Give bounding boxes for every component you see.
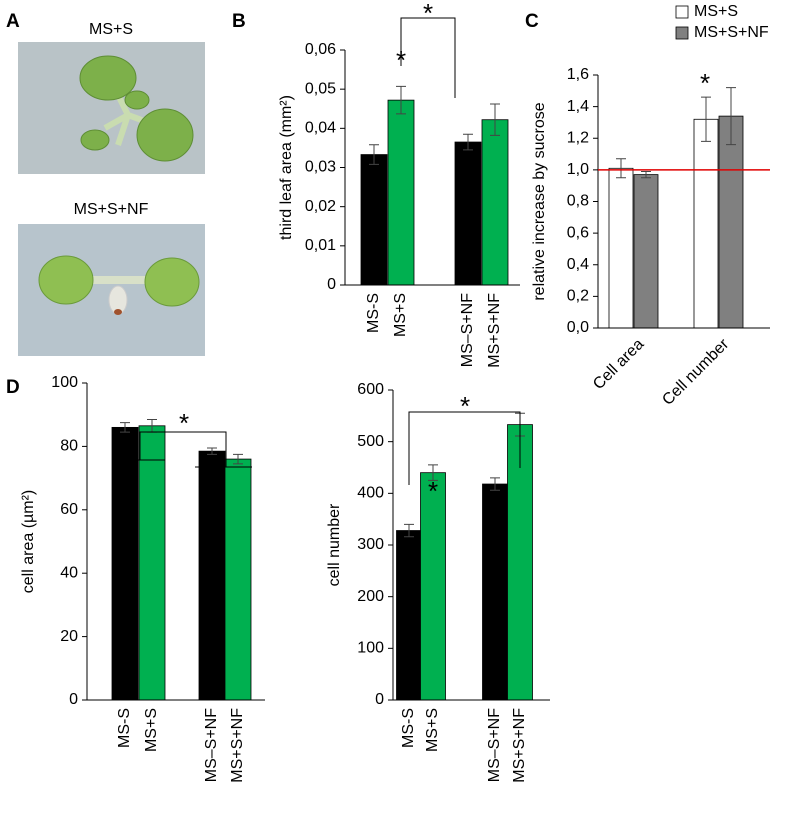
- significance-star: *: [700, 68, 710, 98]
- y-tick-label: 200: [357, 588, 384, 605]
- photo-label: MS+S+NF: [74, 201, 149, 218]
- legend-label: MS+S: [694, 3, 738, 20]
- x-tick-label: Cell number: [659, 335, 733, 409]
- y-tick-label: 100: [357, 640, 384, 657]
- x-tick-label: MS+S: [392, 293, 409, 337]
- y-tick-label: 400: [357, 485, 384, 502]
- error-bar: [207, 447, 217, 455]
- bar: [633, 174, 659, 329]
- error-bar: [726, 87, 736, 146]
- x-tick-label: MS–S+NF: [459, 293, 476, 367]
- y-axis-title: cell area (µm²): [20, 490, 37, 593]
- error-bar: [701, 96, 711, 142]
- legend-label: MS+S+NF: [694, 24, 769, 41]
- bar: [396, 530, 422, 701]
- bar: [138, 425, 166, 701]
- error-bar: [616, 158, 626, 179]
- y-tick-label: 0,0: [567, 319, 589, 336]
- significance-bracket: [400, 17, 456, 98]
- panel-label: C: [525, 11, 539, 32]
- x-tick-label: MS–S+NF: [203, 708, 220, 782]
- y-tick-label: 1,0: [567, 161, 589, 178]
- y-tick-label: 0,02: [305, 198, 336, 215]
- x-tick-label: Cell area: [590, 336, 647, 393]
- bar: [360, 154, 388, 286]
- x-tick-label: MS–S+NF: [486, 708, 503, 782]
- y-axis-title: relative increase by sucrose: [531, 102, 548, 300]
- error-bar: [463, 133, 473, 151]
- y-tick-label: 0,2: [567, 288, 589, 305]
- bar: [387, 99, 415, 286]
- bar: [693, 118, 719, 329]
- error-bar: [641, 170, 651, 179]
- y-tick-label: 40: [60, 564, 78, 581]
- significance-star: *: [396, 45, 406, 75]
- y-axis-title: third leaf area (mm²): [278, 95, 295, 240]
- legend-swatch: [675, 26, 689, 40]
- x-tick-label: MS+S+NF: [486, 293, 503, 368]
- y-tick-label: 0,4: [567, 256, 589, 273]
- significance-bracket: [408, 411, 521, 485]
- significance-star: *: [179, 408, 189, 438]
- error-bar: [490, 103, 500, 136]
- y-tick-label: 600: [357, 381, 384, 398]
- y-tick-label: 1,4: [567, 98, 589, 115]
- y-tick-label: 0,03: [305, 159, 336, 176]
- bar: [111, 426, 139, 701]
- bar: [224, 458, 252, 701]
- error-bar: [396, 85, 406, 115]
- legend-swatch: [675, 5, 689, 19]
- photo-label: MS+S: [89, 21, 133, 38]
- panel-label: B: [232, 11, 246, 32]
- bar: [482, 483, 508, 701]
- y-tick-label: 80: [60, 438, 78, 455]
- y-tick-label: 0,6: [567, 224, 589, 241]
- y-tick-label: 0,8: [567, 193, 589, 210]
- y-tick-label: 20: [60, 628, 78, 645]
- bar: [507, 424, 533, 701]
- error-bar: [120, 422, 130, 433]
- y-tick-label: 0: [327, 276, 336, 293]
- x-tick-label: MS-S: [400, 708, 417, 748]
- x-tick-label: MS+S: [143, 708, 160, 752]
- bar: [420, 472, 446, 701]
- panel-label: A: [6, 11, 20, 32]
- y-tick-label: 100: [51, 374, 78, 391]
- error-bar: [428, 464, 438, 481]
- x-tick-label: MS-S: [365, 293, 382, 333]
- seedling: [79, 55, 194, 162]
- bar: [608, 167, 634, 329]
- significance-star: *: [428, 476, 438, 506]
- bar: [481, 119, 509, 286]
- y-tick-label: 500: [357, 433, 384, 450]
- error-bar: [233, 453, 243, 465]
- bar: [718, 115, 744, 329]
- error-bar: [369, 144, 379, 165]
- y-tick-label: 60: [60, 501, 78, 518]
- y-tick-label: 0,06: [305, 41, 336, 58]
- bar: [198, 450, 226, 701]
- y-tick-label: 300: [357, 536, 384, 553]
- x-tick-label: MS+S+NF: [511, 708, 528, 783]
- y-tick-label: 1,2: [567, 129, 589, 146]
- error-bar: [490, 477, 500, 491]
- y-tick-label: 0: [69, 691, 78, 708]
- y-tick-label: 0,05: [305, 80, 336, 97]
- bar: [454, 141, 482, 286]
- x-tick-label: MS+S+NF: [229, 708, 246, 783]
- y-axis-title: cell number: [326, 503, 343, 586]
- x-tick-label: MS-S: [116, 708, 133, 748]
- x-tick-label: MS+S: [424, 708, 441, 752]
- seedling: [38, 255, 200, 315]
- panel-label: D: [6, 377, 20, 398]
- significance-star: *: [423, 0, 433, 28]
- y-tick-label: 0,01: [305, 237, 336, 254]
- y-tick-label: 1,6: [567, 66, 589, 83]
- significance-bracket: [139, 431, 227, 467]
- y-tick-label: 0,04: [305, 120, 336, 137]
- error-bar: [404, 523, 414, 538]
- significance-star: *: [460, 391, 470, 421]
- y-tick-label: 0: [375, 691, 384, 708]
